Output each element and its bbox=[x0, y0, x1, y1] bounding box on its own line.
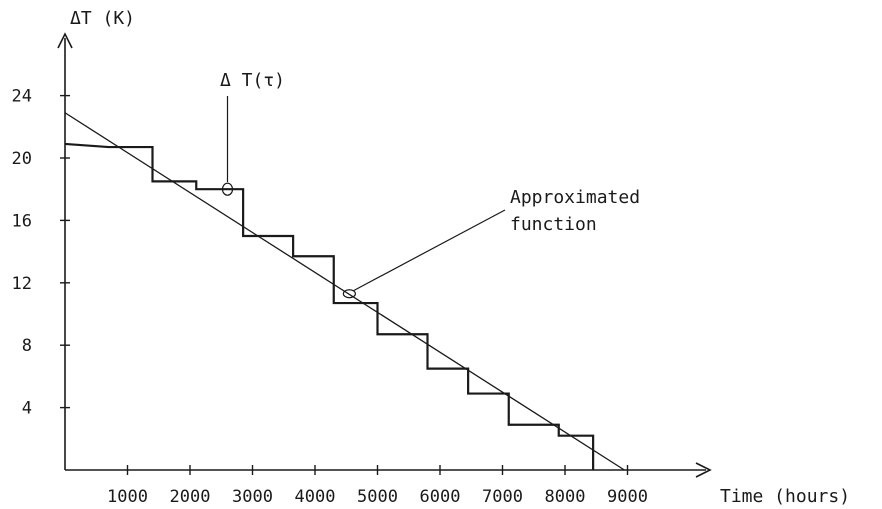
annotation-delta-t-tau: Δ T(τ) bbox=[220, 70, 285, 196]
annotation-approximated-function-marker bbox=[342, 289, 356, 299]
x-axis-arrow bbox=[695, 462, 712, 478]
y-tick-label: 20 bbox=[12, 149, 32, 169]
annotation-delta-t-tau-marker bbox=[221, 182, 234, 196]
x-tick-label: 4000 bbox=[295, 487, 336, 507]
x-tick-label: 8000 bbox=[545, 487, 586, 507]
y-axis-title: ΔT (K) bbox=[70, 8, 135, 29]
x-tick-label: 7000 bbox=[482, 487, 523, 507]
annotation-approximated-function: Approximated function bbox=[342, 187, 640, 299]
x-tick-label: 9000 bbox=[607, 487, 648, 507]
ticks: 1000 2000 3000 4000 5000 6000 7000 8000 9000 4 8 12… bbox=[12, 87, 648, 507]
y-tick-label: 4 bbox=[22, 399, 32, 419]
annotation-delta-t-tau-label: Δ T(τ) bbox=[220, 70, 285, 91]
x-tick-label: 2000 bbox=[170, 487, 211, 507]
axes bbox=[57, 32, 712, 478]
x-tick-label: 1000 bbox=[107, 487, 148, 507]
y-tick-label: 12 bbox=[12, 274, 32, 294]
x-tick-label: 5000 bbox=[357, 487, 398, 507]
x-tick-label: 6000 bbox=[420, 487, 461, 507]
annotation-approximated-function-leader bbox=[353, 209, 506, 292]
y-tick-label: 8 bbox=[22, 336, 32, 356]
x-axis-title: Time (hours) bbox=[720, 486, 850, 507]
x-tick-label: 3000 bbox=[232, 487, 273, 507]
annotation-approximated-function-line2: function bbox=[510, 214, 597, 235]
annotation-approximated-function-line1: Approximated bbox=[510, 187, 640, 208]
y-tick-label: 16 bbox=[12, 211, 32, 231]
series-step-measured bbox=[64, 142, 595, 470]
y-axis-arrow bbox=[57, 32, 73, 49]
y-tick-label: 24 bbox=[12, 87, 32, 107]
